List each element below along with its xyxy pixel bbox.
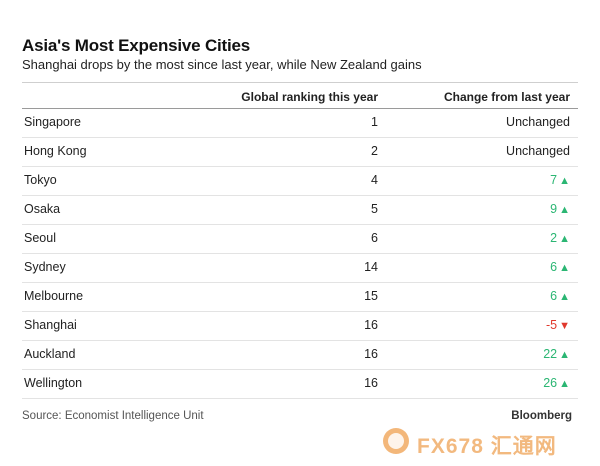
table-row: Singapore 1 Unchanged	[22, 108, 578, 137]
city-name: Wellington	[24, 376, 83, 390]
rank-change-value: 26	[543, 376, 558, 390]
rank-change-value: Unchanged	[506, 115, 570, 129]
city-name: Shanghai	[24, 318, 77, 332]
row-divider	[22, 369, 578, 370]
up-arrow-icon: ▲	[559, 175, 570, 187]
city-name: Osaka	[24, 202, 61, 216]
table-row: Tokyo 4 7 ▲	[22, 166, 578, 195]
rank-change: 6 ▲	[550, 289, 570, 303]
city-name: Auckland	[24, 347, 76, 361]
city-name: Tokyo	[24, 173, 57, 187]
table-row: Shanghai 16 -5 ▼	[22, 311, 578, 340]
watermark: FX678 汇通网	[383, 426, 583, 458]
watermark-text: FX678 汇通网	[417, 435, 557, 458]
rank-change-value: 2	[550, 231, 558, 245]
table-row: Melbourne 15 6 ▲	[22, 282, 578, 311]
table-row: Auckland 16 22 ▲	[22, 340, 578, 369]
column-header-rank: Global ranking this year	[241, 90, 378, 104]
chart-title: Asia's Most Expensive Cities	[22, 36, 251, 55]
rank-change: 9 ▲	[550, 202, 570, 216]
bloomberg-logo: Bloomberg	[511, 410, 572, 422]
row-divider	[22, 195, 578, 196]
global-rank: 16	[364, 376, 378, 390]
rank-change: 2 ▲	[550, 231, 570, 245]
rank-change-value: 9	[550, 202, 558, 216]
row-divider	[22, 224, 578, 225]
rank-change: 7 ▲	[550, 173, 570, 187]
up-arrow-icon: ▲	[559, 233, 570, 245]
row-divider	[22, 253, 578, 254]
row-divider	[22, 311, 578, 312]
source-note: Source: Economist Intelligence Unit	[22, 410, 204, 422]
city-name: Singapore	[24, 115, 81, 129]
down-arrow-icon: ▼	[559, 320, 570, 332]
row-divider	[22, 398, 578, 399]
table-row: Seoul 6 2 ▲	[22, 224, 578, 253]
city-name: Seoul	[24, 231, 56, 245]
rank-change: 22 ▲	[543, 347, 570, 361]
row-divider	[22, 166, 578, 167]
rank-change-value: 22	[543, 347, 558, 361]
row-divider	[22, 137, 578, 138]
rank-change: 6 ▲	[550, 260, 570, 274]
table-row: Osaka 5 9 ▲	[22, 195, 578, 224]
up-arrow-icon: ▲	[559, 378, 570, 390]
city-name: Sydney	[24, 260, 66, 274]
up-arrow-icon: ▲	[559, 262, 570, 274]
chart-subtitle: Shanghai drops by the most since last ye…	[22, 57, 422, 72]
city-name: Hong Kong	[24, 144, 87, 158]
table-row: Sydney 14 6 ▲	[22, 253, 578, 282]
row-divider	[22, 282, 578, 283]
header-divider	[22, 108, 578, 109]
rank-change-value: 6	[550, 289, 558, 303]
rank-change-value: 7	[550, 173, 558, 187]
city-name: Melbourne	[24, 289, 84, 303]
rank-change-value: Unchanged	[506, 144, 570, 158]
up-arrow-icon: ▲	[559, 204, 570, 216]
rank-change-value: -5	[545, 318, 558, 332]
global-rank: 6	[371, 231, 378, 245]
rank-change: Unchanged	[506, 144, 570, 158]
global-rank: 15	[364, 289, 378, 303]
watermark-logo-icon	[383, 428, 409, 454]
column-header-change: Change from last year	[443, 90, 570, 104]
up-arrow-icon: ▲	[559, 349, 570, 361]
rank-change-value: 6	[550, 260, 558, 274]
global-rank: 2	[371, 144, 378, 158]
global-rank: 1	[371, 115, 378, 129]
table-row: Wellington 16 26 ▲	[22, 369, 578, 398]
global-rank: 4	[371, 173, 378, 187]
global-rank: 16	[364, 347, 378, 361]
table-row: Hong Kong 2 Unchanged	[22, 137, 578, 166]
top-divider	[22, 82, 578, 83]
row-divider	[22, 340, 578, 341]
rank-change: 26 ▲	[543, 376, 570, 390]
global-rank: 14	[364, 260, 378, 274]
global-rank: 16	[364, 318, 378, 332]
up-arrow-icon: ▲	[559, 291, 570, 303]
rank-change: Unchanged	[506, 115, 570, 129]
global-rank: 5	[371, 202, 378, 216]
rank-change: -5 ▼	[546, 318, 570, 332]
